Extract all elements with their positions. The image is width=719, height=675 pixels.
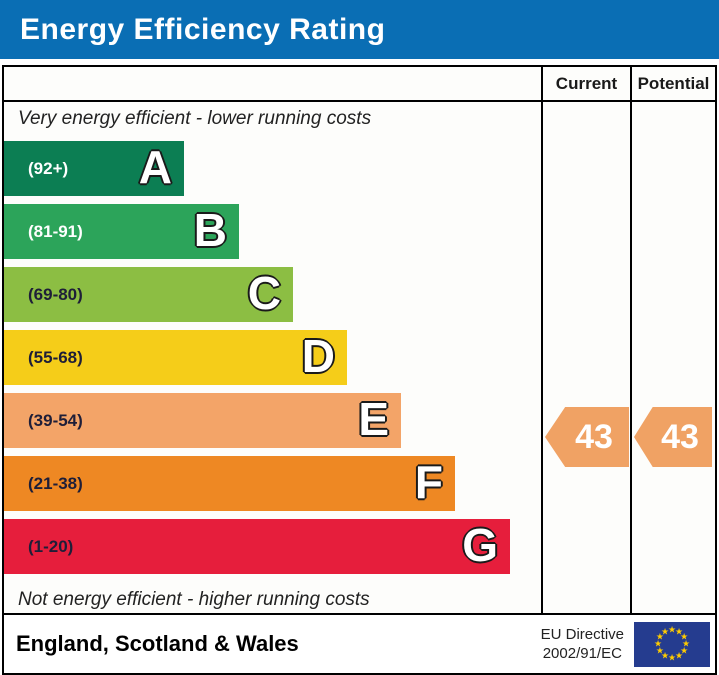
footer-bar: England, Scotland & Wales EU Directive 2… [2,613,717,675]
eu-flag-star: ★ [681,638,691,649]
eu-flag-star: ★ [667,624,677,635]
band-range-label: (1-20) [28,536,74,556]
potential-rating-value: 43 [661,417,699,456]
eu-flag-star: ★ [655,645,664,656]
band-letter: D [301,329,336,382]
region-label: England, Scotland & Wales [16,631,299,656]
page-title: Energy Efficiency Rating [20,12,386,46]
band-a: (92+) A [4,141,184,196]
header-current: Current [541,67,630,102]
band-range-label: (92+) [28,158,69,178]
eu-flag-star: ★ [653,638,663,649]
current-column: 43 [541,102,630,613]
band-g: (1-20) G [4,519,510,574]
eu-flag-star: ★ [660,626,670,637]
band-letter: G [461,518,499,571]
band-f: (21-38) F [4,456,455,511]
band-range-label: (81-91) [28,221,83,241]
band-letter: E [357,392,390,445]
eu-directive-line1: EU Directive [540,625,624,643]
band-letter: F [414,455,444,508]
current-rating-arrow: 43 [545,407,629,467]
band-range-label: (21-38) [28,473,83,493]
eu-flag-star: ★ [655,631,664,642]
band-range-label: (69-80) [28,284,83,304]
header-chart-spacer [4,67,541,102]
eu-flag-star: ★ [680,645,689,656]
band-letter: B [193,203,228,256]
eu-directive-line2: 2002/91/EC [542,645,622,662]
header-potential: Potential [630,67,715,102]
eu-flag-star: ★ [674,626,684,637]
title-bar: Energy Efficiency Rating [0,0,719,59]
potential-column: 43 [630,102,715,613]
eu-flag-star: ★ [660,650,670,661]
rating-table: Current Potential Very energy efficient … [2,65,717,615]
potential-rating-arrow: 43 [634,407,712,467]
band-d: (55-68) D [4,330,347,385]
band-c: (69-80) C [4,267,293,322]
band-list: (92+) A (81-91) B (69-80) C (55-68) D (3… [4,141,541,582]
band-e: (39-54) E [4,393,401,448]
top-note: Very energy efficient - lower running co… [18,108,372,129]
band-chart-area: Very energy efficient - lower running co… [4,102,541,613]
band-range-label: (39-54) [28,410,83,430]
band-letter: C [247,266,282,319]
eu-flag-star: ★ [667,652,677,663]
band-b: (81-91) B [4,204,239,259]
eu-flag-star: ★ [674,650,684,661]
bottom-note: Not energy efficient - higher running co… [18,589,370,610]
band-range-label: (55-68) [28,347,83,367]
band-letter: A [138,140,173,193]
eu-flag-star: ★ [680,631,689,642]
current-rating-value: 43 [575,417,613,456]
eu-directive-label: EU Directive 2002/91/EC [541,625,624,664]
eu-flag-icon: ★ ★ ★ ★ ★ ★ ★ ★ ★ ★ ★ ★ [634,621,710,667]
